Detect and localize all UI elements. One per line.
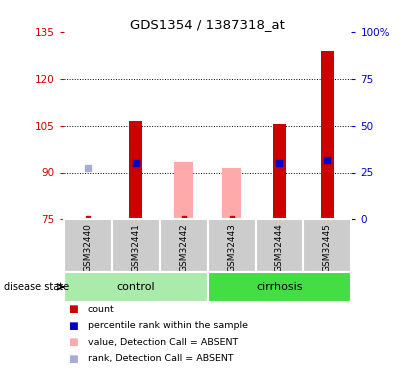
Bar <box>64 272 208 302</box>
Bar <box>129 121 142 219</box>
Bar <box>81 218 95 219</box>
Text: GSM32440: GSM32440 <box>83 224 92 273</box>
Bar <box>256 219 303 272</box>
Text: disease state: disease state <box>4 282 69 292</box>
Title: GDS1354 / 1387318_at: GDS1354 / 1387318_at <box>130 18 285 31</box>
Bar <box>225 218 238 219</box>
Text: ■: ■ <box>68 354 78 364</box>
Bar <box>159 219 208 272</box>
Text: count: count <box>88 305 114 314</box>
Bar <box>273 124 286 219</box>
Bar <box>208 272 351 302</box>
Text: value, Detection Call = ABSENT: value, Detection Call = ABSENT <box>88 338 238 347</box>
Bar <box>112 219 159 272</box>
Bar <box>321 51 334 219</box>
Bar <box>177 218 190 219</box>
Text: GSM32443: GSM32443 <box>227 224 236 273</box>
Text: ■: ■ <box>68 338 78 347</box>
Bar <box>222 168 241 219</box>
Text: control: control <box>116 282 155 292</box>
Bar <box>64 219 112 272</box>
Text: percentile rank within the sample: percentile rank within the sample <box>88 321 247 330</box>
Text: cirrhosis: cirrhosis <box>256 282 303 292</box>
Text: GSM32445: GSM32445 <box>323 224 332 273</box>
Bar <box>208 219 256 272</box>
Text: ■: ■ <box>68 304 78 314</box>
Text: GSM32441: GSM32441 <box>131 224 140 273</box>
Bar <box>174 162 193 219</box>
Text: GSM32442: GSM32442 <box>179 224 188 272</box>
Text: rank, Detection Call = ABSENT: rank, Detection Call = ABSENT <box>88 354 233 363</box>
Text: ■: ■ <box>68 321 78 331</box>
Text: GSM32444: GSM32444 <box>275 224 284 272</box>
Bar <box>303 219 351 272</box>
